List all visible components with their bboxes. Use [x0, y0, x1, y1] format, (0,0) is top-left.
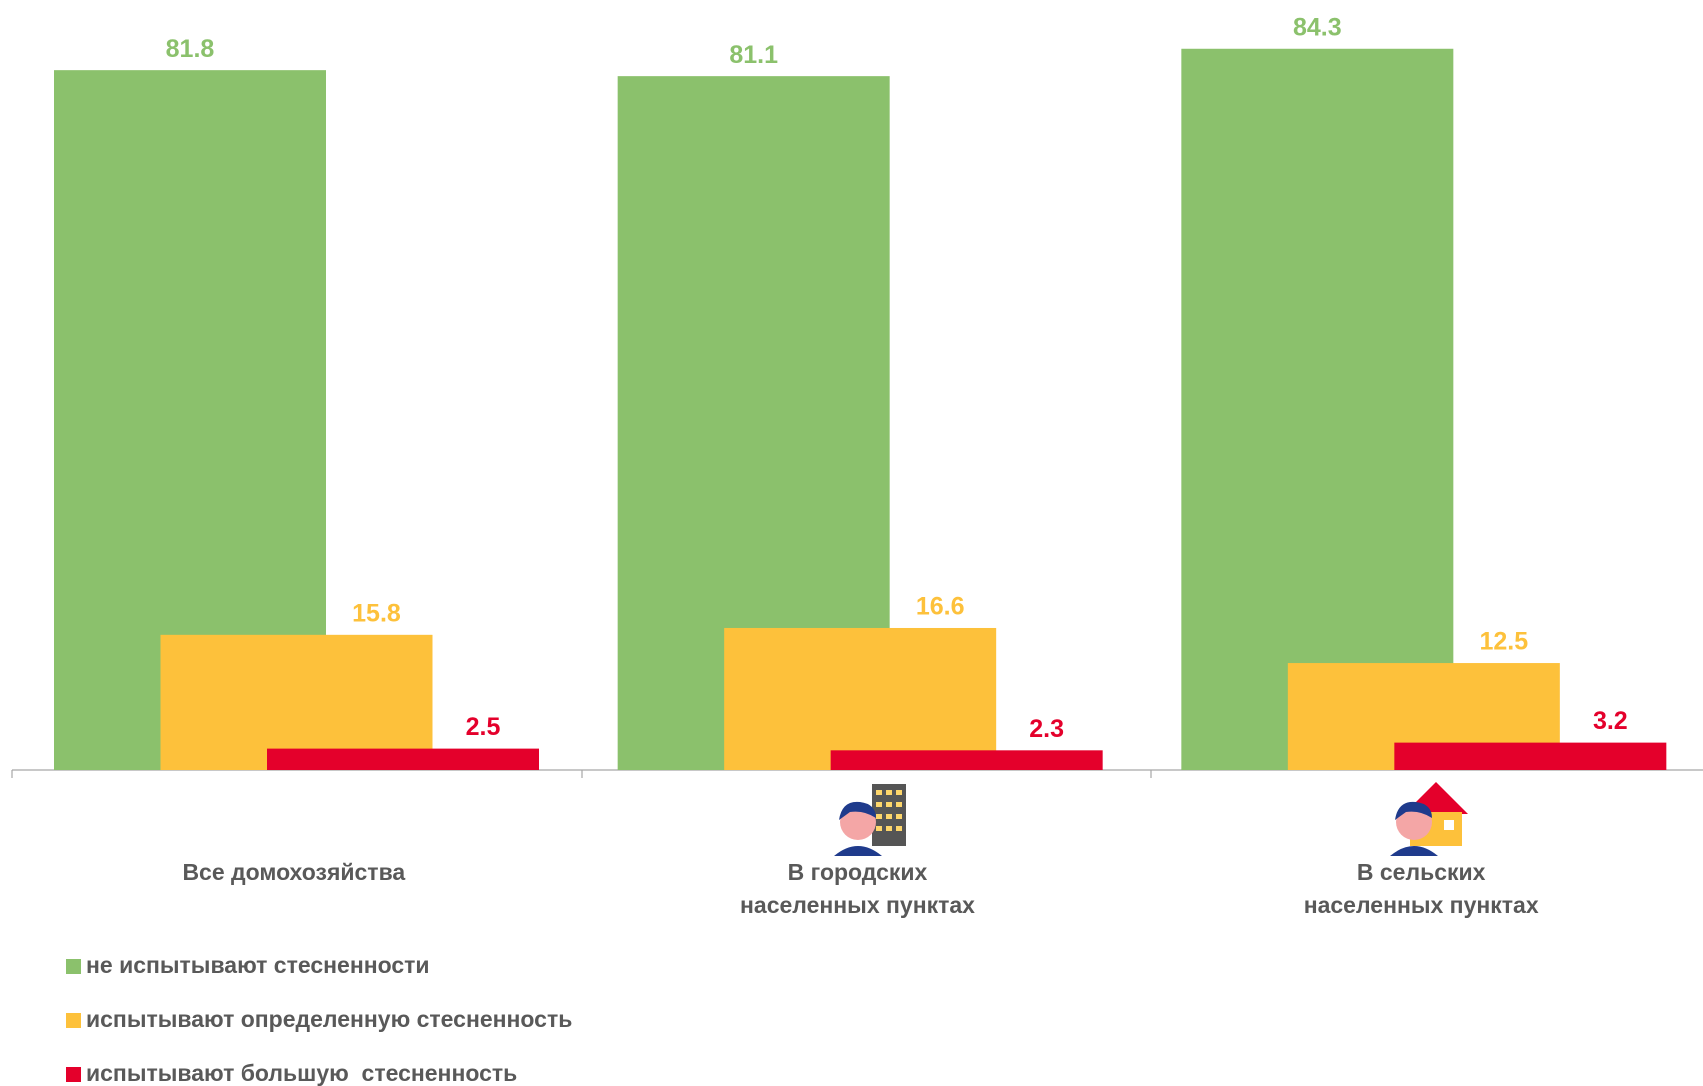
- value-label: 2.5: [466, 713, 501, 741]
- bar: [1181, 48, 1454, 771]
- value-label: 16.6: [916, 593, 965, 621]
- x-tick-label: В городских населенных пунктах: [740, 859, 975, 918]
- value-label: 84.3: [1293, 13, 1342, 41]
- x-tick-label: Все домохозяйства: [182, 859, 405, 885]
- legend-label: не испытывают стесненности: [86, 952, 430, 978]
- legend-label: испытывают большую стесненность: [86, 1060, 517, 1086]
- rural-icon: [1390, 782, 1468, 856]
- x-tick-label: В сельских населенных пунктах: [1304, 859, 1539, 918]
- bar: [830, 750, 1103, 770]
- value-label: 3.2: [1593, 707, 1628, 735]
- legend-swatch: [66, 959, 81, 974]
- bar: [724, 627, 997, 770]
- bar: [267, 748, 539, 770]
- axis: [11, 769, 1703, 778]
- bar: [1394, 742, 1667, 770]
- legend-label: испытывают определенную стесненность: [86, 1006, 572, 1032]
- legend-swatch: [66, 1013, 81, 1028]
- value-label: 81.8: [166, 35, 215, 63]
- value-label: 81.1: [729, 41, 778, 69]
- value-label: 15.8: [352, 599, 401, 627]
- bar: [160, 634, 433, 770]
- legend-swatch: [66, 1067, 81, 1082]
- urban-icon: [834, 784, 906, 856]
- value-label: 2.3: [1029, 715, 1064, 743]
- value-label: 12.5: [1479, 628, 1528, 656]
